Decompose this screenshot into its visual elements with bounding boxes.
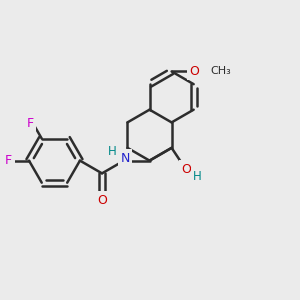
Text: O: O — [97, 194, 107, 207]
Text: F: F — [5, 154, 12, 167]
Text: N: N — [120, 152, 130, 165]
Text: O: O — [189, 65, 199, 78]
Text: CH₃: CH₃ — [210, 66, 231, 76]
Text: H: H — [108, 145, 117, 158]
Text: F: F — [27, 117, 34, 130]
Text: O: O — [182, 163, 191, 176]
Text: H: H — [193, 170, 202, 183]
